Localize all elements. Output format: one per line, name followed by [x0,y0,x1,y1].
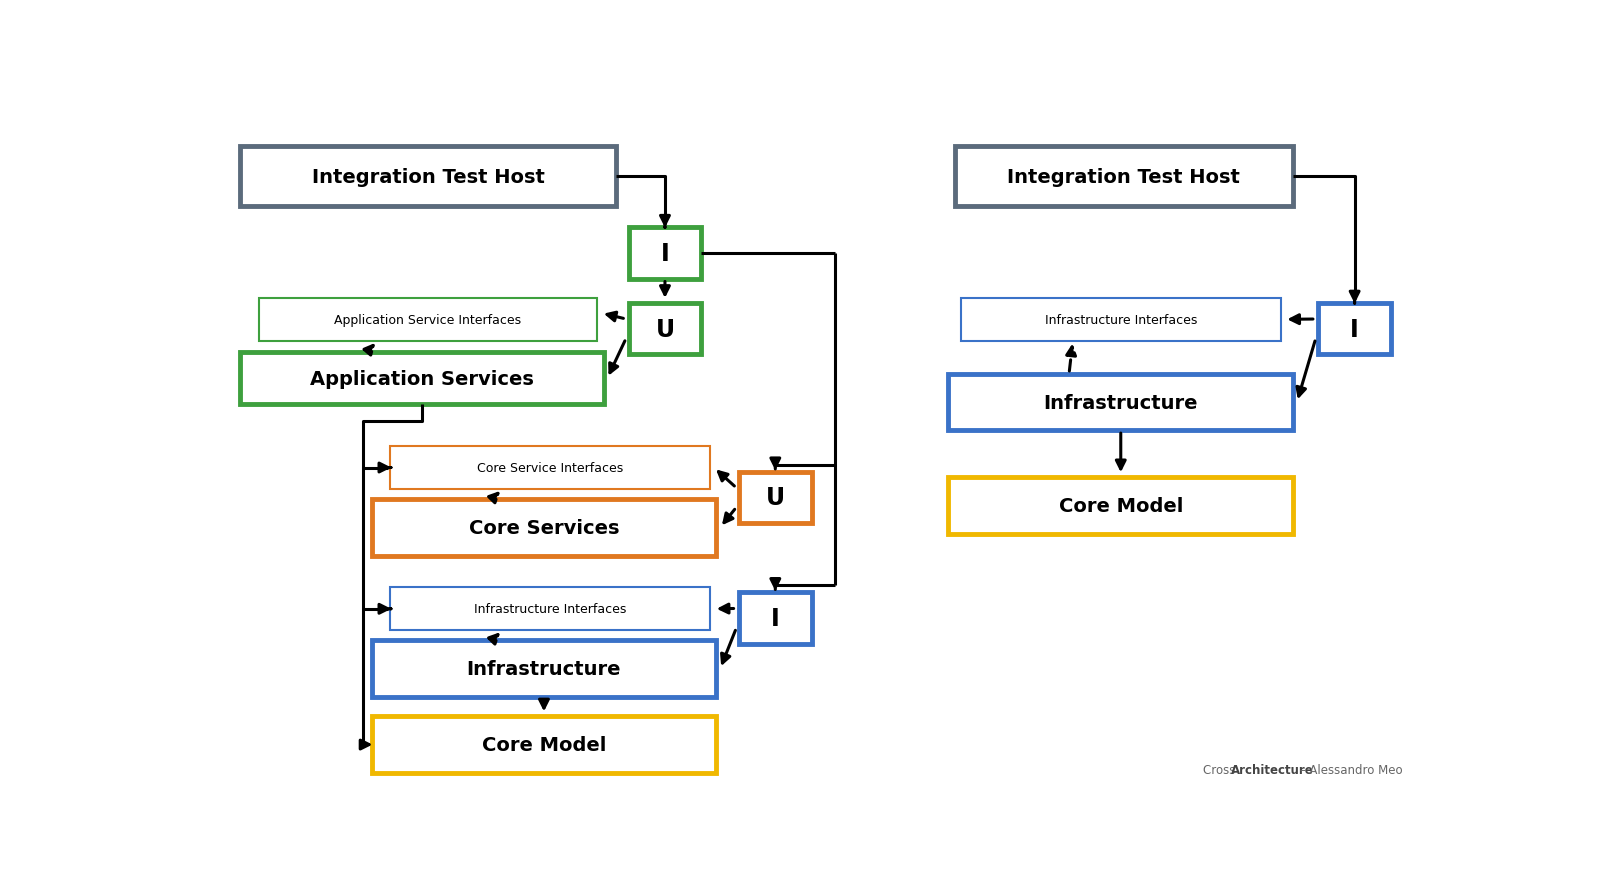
Text: Infrastructure Interfaces: Infrastructure Interfaces [1045,314,1197,326]
Text: U: U [655,317,675,342]
FancyBboxPatch shape [628,303,701,355]
FancyBboxPatch shape [239,147,616,207]
Text: I: I [770,606,780,630]
Text: Integration Test Host: Integration Test Host [1008,167,1241,186]
FancyBboxPatch shape [628,228,701,279]
FancyBboxPatch shape [390,447,710,489]
Text: Integration Test Host: Integration Test Host [312,167,544,186]
FancyBboxPatch shape [948,477,1293,534]
FancyBboxPatch shape [961,299,1280,342]
Text: – Alessandro Meo: – Alessandro Meo [1296,763,1403,776]
Text: I: I [660,241,670,266]
Text: Architecture: Architecture [1230,763,1314,776]
Text: Core Service Interfaces: Core Service Interfaces [477,461,623,475]
FancyBboxPatch shape [390,587,710,630]
FancyBboxPatch shape [739,472,812,524]
Text: Infrastructure: Infrastructure [1044,393,1197,412]
Text: Cross: Cross [1202,763,1239,776]
Text: Infrastructure: Infrastructure [466,660,621,679]
FancyBboxPatch shape [372,500,717,556]
FancyBboxPatch shape [259,299,597,342]
Text: Core Services: Core Services [469,519,620,537]
Text: U: U [765,486,785,510]
Text: Core Model: Core Model [1058,496,1183,515]
Text: Application Services: Application Services [309,369,534,388]
Text: Core Model: Core Model [482,735,607,755]
FancyBboxPatch shape [955,147,1293,207]
FancyBboxPatch shape [372,641,717,697]
FancyBboxPatch shape [1319,303,1391,355]
Text: Infrastructure Interfaces: Infrastructure Interfaces [474,603,626,616]
FancyBboxPatch shape [372,716,717,773]
Text: I: I [1351,317,1359,342]
Text: Application Service Interfaces: Application Service Interfaces [335,314,521,326]
FancyBboxPatch shape [948,375,1293,431]
FancyBboxPatch shape [739,593,812,645]
FancyBboxPatch shape [239,353,604,405]
